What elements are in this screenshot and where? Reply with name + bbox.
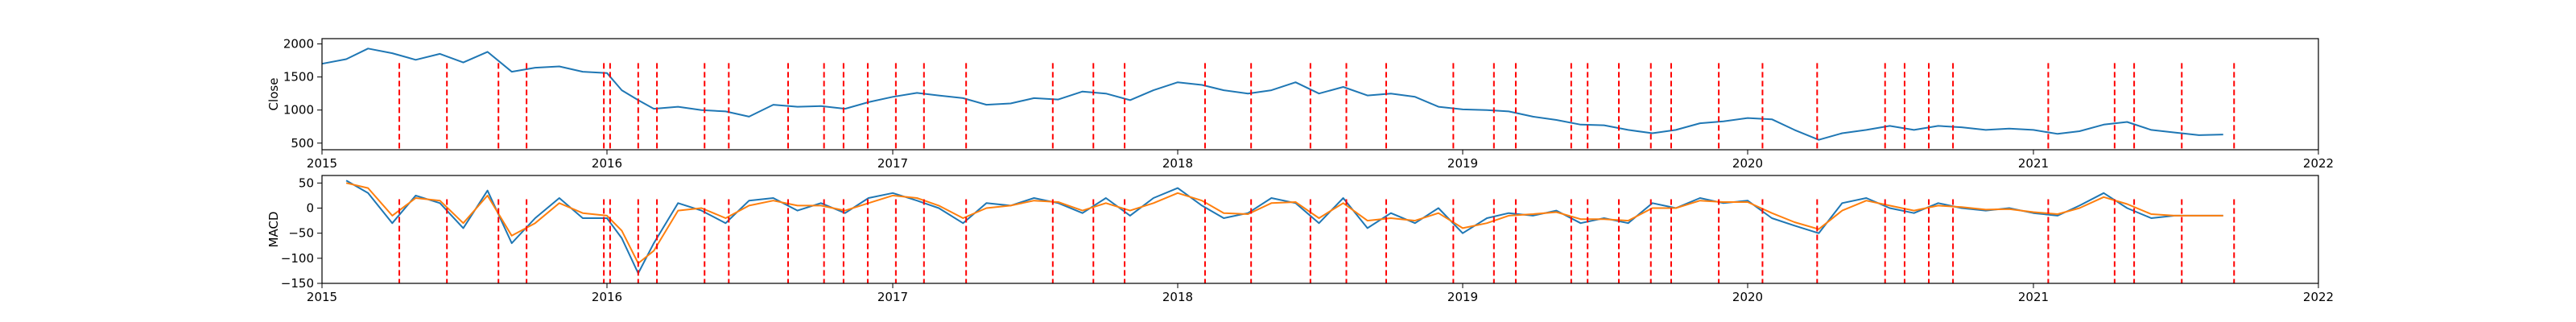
macd-series-line-1	[345, 180, 2223, 275]
macd-x-tick-label: 2019	[1447, 290, 1478, 304]
close-price-axes: 500 1000 1500 2000 2015 2016 2017 2018 2019 2020 2…	[266, 37, 2334, 171]
macd-x-tick-label: 2015	[307, 290, 337, 304]
close-y-axis-label: Close	[266, 78, 281, 111]
close-x-tick-label: 2015	[307, 156, 337, 171]
macd-y-tick-label: −100	[281, 251, 314, 266]
macd-series-line-2	[345, 182, 2223, 265]
close-x-tick-label: 2016	[592, 156, 622, 171]
close-x-tick-label: 2020	[1732, 156, 1763, 171]
close-x-tick-label: 2017	[877, 156, 908, 171]
macd-x-tick-label: 2020	[1732, 290, 1763, 304]
close-y-tick-label: 2000	[283, 37, 314, 52]
close-plot-frame	[321, 38, 2319, 151]
close-y-tick-label: 1500	[283, 70, 314, 85]
close-y-tick-label: 500	[291, 136, 314, 151]
macd-y-tick-label: −50	[288, 226, 314, 241]
macd-y-tick-label: 0	[306, 201, 314, 216]
macd-plot-frame	[321, 175, 2319, 284]
close-x-tick-label: 2019	[1447, 156, 1478, 171]
macd-y-axis-label: MACD	[266, 212, 281, 248]
macd-x-tick-label: 2016	[592, 290, 622, 304]
macd-x-tick-label: 2022	[2303, 290, 2334, 304]
macd-y-tick-label: 50	[299, 175, 314, 190]
macd-x-tick-label: 2021	[2018, 290, 2049, 304]
macd-x-tick-label: 2018	[1162, 290, 1193, 304]
close-y-tick-label: 1000	[283, 103, 314, 118]
close-series-line-1	[321, 47, 2223, 141]
close-x-tick-label: 2021	[2018, 156, 2049, 171]
close-x-tick-label: 2022	[2303, 156, 2334, 171]
close-x-tick-label: 2018	[1162, 156, 1193, 171]
macd-x-tick-label: 2017	[877, 290, 908, 304]
macd-y-tick-label: −150	[281, 276, 314, 291]
